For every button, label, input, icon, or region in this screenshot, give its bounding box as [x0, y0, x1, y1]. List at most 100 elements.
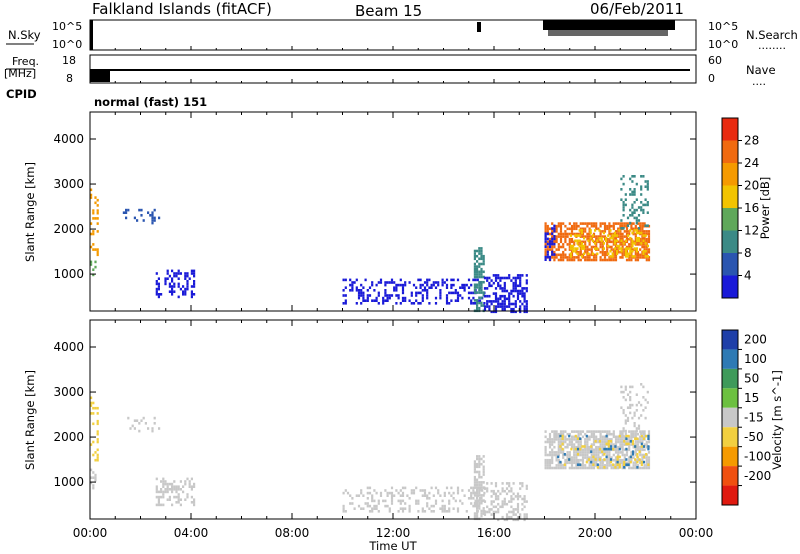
scatter-cell-0-7	[581, 227, 585, 231]
scatter-cell-0-4	[384, 289, 387, 292]
scatter-cell-0-8	[596, 239, 599, 243]
scatter-cell-1-9	[625, 463, 628, 466]
scatter-cell-1-1	[94, 476, 97, 479]
scatter-cell-1-4	[472, 486, 475, 490]
scatter-cell-0-6	[519, 279, 522, 282]
scatter-cell-1-7	[553, 432, 556, 436]
scatter-cell-0-0	[90, 188, 93, 192]
scatter-cell-1-4	[461, 489, 464, 492]
scatter-cell-1-7	[621, 440, 624, 444]
scatter-cell-1-7	[647, 440, 651, 444]
scatter-cell-1-8	[638, 450, 641, 453]
scatter-cell-1-4	[401, 499, 405, 503]
scatter-cell-0-6	[514, 300, 517, 303]
scatter-cell-0-5	[473, 267, 476, 271]
scatter-cell-1-1	[90, 476, 93, 479]
scatter-cell-0-6	[503, 300, 506, 303]
scatter-cell-0-2	[151, 214, 154, 217]
scatter-cell-0-4	[344, 302, 347, 305]
scatter-cell-1-7	[544, 451, 547, 454]
scatter-cell-1-5	[478, 481, 481, 484]
scatter-cell-0-8	[620, 247, 623, 250]
scatter-cell-1-6	[503, 497, 506, 501]
scatter-cell-1-7	[592, 453, 596, 457]
scatter-cell-1-9	[605, 434, 608, 438]
scatter-cell-0-6	[497, 305, 500, 308]
scatter-cell-0-2	[151, 216, 154, 220]
scatter-cell-1-4	[346, 491, 350, 495]
scatter-cell-0-7	[599, 235, 602, 238]
scatter-cell-1-5	[482, 455, 485, 458]
x-tick-label: 16:00	[477, 526, 512, 540]
scatter-cell-1-7	[597, 458, 600, 462]
scatter-cell-1-6	[523, 513, 526, 516]
scatter-cell-0-10	[640, 206, 643, 209]
scatter-cell-0-7	[562, 243, 565, 246]
colorbar-tick-label: 4	[744, 269, 752, 283]
scatter-cell-1-4	[401, 491, 405, 495]
station-title: Falkland Islands (fitACF)	[92, 0, 272, 18]
scatter-cell-1-7	[628, 448, 631, 452]
scatter-cell-0-7	[610, 240, 613, 244]
scatter-cell-0-7	[555, 224, 558, 228]
scatter-cell-0-8	[569, 234, 572, 237]
scatter-cell-1-8	[609, 460, 613, 464]
scatter-cell-0-3	[193, 280, 196, 283]
scatter-cell-1-4	[388, 491, 391, 495]
scatter-cell-1-7	[595, 456, 598, 459]
scatter-cell-1-4	[474, 499, 477, 503]
scatter-cell-1-6	[492, 505, 495, 509]
scatter-cell-1-7	[634, 464, 637, 467]
scatter-cell-1-4	[456, 491, 460, 495]
scatter-cell-1-8	[607, 440, 610, 443]
scatter-cell-1-7	[590, 453, 593, 457]
scatter-cell-0-7	[548, 227, 552, 231]
scatter-cell-1-0	[96, 456, 99, 459]
scatter-cell-1-8	[585, 460, 588, 464]
scatter-cell-1-6	[501, 500, 504, 503]
scatter-cell-1-6	[483, 513, 487, 516]
scatter-cell-1-5	[473, 483, 476, 487]
x-tick-label: 04:00	[174, 526, 209, 540]
scatter-cell-0-5	[478, 286, 481, 289]
scatter-cell-0-7	[581, 235, 585, 238]
scatter-cell-0-4	[434, 281, 438, 284]
scatter-cell-0-5	[476, 260, 479, 263]
scatter-cell-0-4	[368, 294, 372, 297]
scatter-cell-1-7	[570, 466, 574, 470]
scatter-cell-1-6	[490, 482, 493, 485]
scatter-cell-1-7	[612, 435, 615, 439]
scatter-cell-0-4	[384, 299, 387, 302]
scatter-cell-0-10	[635, 219, 638, 222]
scatter-cell-1-7	[639, 445, 642, 449]
scatter-cell-1-10	[635, 403, 638, 407]
scatter-cell-1-7	[584, 456, 587, 459]
scatter-cell-1-10	[637, 416, 641, 420]
scatter-cell-1-7	[621, 443, 624, 446]
scatter-cell-1-6	[512, 492, 515, 496]
scatter-cell-1-4	[351, 497, 354, 500]
scatter-cell-0-7	[557, 235, 560, 238]
scatter-cell-0-7	[601, 258, 604, 262]
scatter-cell-0-8	[583, 244, 586, 248]
scatter-cell-1-7	[639, 430, 642, 433]
scatter-cell-0-6	[490, 279, 493, 282]
scatter-cell-0-6	[503, 281, 506, 285]
scatter-cell-1-4	[437, 489, 440, 492]
scatter-cell-0-7	[621, 235, 624, 238]
scatter-cell-0-10	[622, 227, 625, 230]
velocity-colorbar-label: Velocity [m s^-1]	[770, 370, 784, 470]
scatter-cell-0-3	[160, 293, 163, 296]
scatter-cell-0-6	[486, 302, 489, 306]
freq-label-top: Freq.	[12, 55, 39, 68]
scatter-cell-0-7	[628, 258, 631, 262]
scatter-cell-0-7	[575, 256, 578, 259]
scatter-cell-1-3	[157, 490, 160, 494]
scatter-cell-1-10	[635, 409, 638, 412]
scatter-cell-1-7	[577, 432, 580, 436]
scatter-cell-0-4	[360, 289, 363, 292]
scatter-cell-0-8	[594, 247, 597, 250]
scatter-cell-1-7	[610, 443, 613, 446]
scatter-cell-1-4	[448, 510, 451, 513]
scatter-cell-0-6	[516, 276, 520, 280]
